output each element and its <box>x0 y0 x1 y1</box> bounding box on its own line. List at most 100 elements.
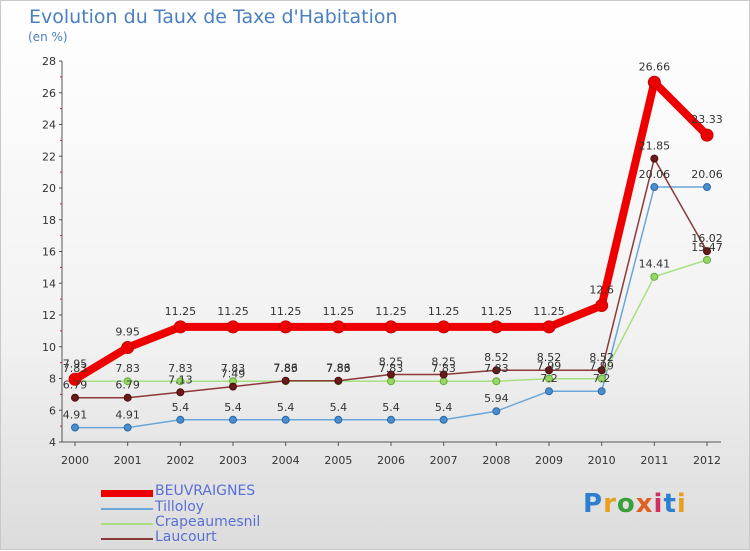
legend-swatch-laucourt <box>101 538 153 540</box>
data-point-tilloloy <box>123 423 132 432</box>
data-label-laucourt: 8.52 <box>537 351 562 364</box>
data-point-beuvraignes <box>489 320 503 334</box>
proxiti-logo: Proxiti <box>583 489 687 519</box>
data-point-beuvraignes <box>700 128 714 142</box>
data-point-crapeaumesnil <box>703 255 711 264</box>
y-tick-label: 22 <box>42 150 56 163</box>
data-label-tilloloy: 5.4 <box>382 401 400 414</box>
legend-label-laucourt: Laucourt <box>155 529 217 545</box>
data-point-crapeaumesnil <box>597 374 606 383</box>
data-point-laucourt <box>71 393 79 402</box>
logo-letter: i <box>676 489 687 519</box>
data-point-tilloloy <box>71 423 79 432</box>
x-tick-label: 2012 <box>693 454 721 467</box>
legend-label-crapeaumesnil: Crapeaumesnil <box>155 514 261 530</box>
y-tick-label: 26 <box>42 87 56 100</box>
data-point-laucourt <box>387 370 395 379</box>
data-label-laucourt: 8.52 <box>484 351 509 364</box>
legend-swatch-crapeaumesnil <box>101 523 153 525</box>
x-tick-label: 2009 <box>535 454 563 467</box>
data-label-laucourt: 8.25 <box>431 356 456 369</box>
data-label-beuvraignes: 23.33 <box>691 113 723 126</box>
data-label-crapeaumesnil: 7.83 <box>431 362 456 375</box>
legend-swatch-tilloloy <box>101 508 153 510</box>
data-point-crapeaumesnil <box>650 272 659 281</box>
data-label-crapeaumesnil: 7.83 <box>484 362 509 375</box>
data-point-beuvraignes <box>384 320 398 334</box>
y-tick-label: 18 <box>42 214 56 227</box>
data-label-crapeaumesnil: 14.41 <box>639 258 671 271</box>
data-point-beuvraignes <box>437 320 451 334</box>
data-point-beuvraignes <box>121 341 135 355</box>
legend-label-tilloloy: Tilloloy <box>155 499 205 515</box>
data-label-laucourt: 16.02 <box>691 232 723 245</box>
data-label-crapeaumesnil: 7.83 <box>168 362 193 375</box>
data-label-crapeaumesnil: 7.99 <box>589 360 614 373</box>
y-tick-label: 14 <box>42 277 56 290</box>
data-point-beuvraignes <box>542 320 556 334</box>
data-label-tilloloy: 5.4 <box>330 401 348 414</box>
logo-letter: o <box>616 489 636 519</box>
data-label-laucourt: 21.85 <box>639 140 671 153</box>
data-point-crapeaumesnil <box>545 374 553 383</box>
data-point-laucourt <box>650 154 659 163</box>
data-point-beuvraignes <box>331 320 345 334</box>
data-point-tilloloy <box>281 415 290 424</box>
data-point-tilloloy <box>176 415 185 424</box>
data-label-beuvraignes: 11.25 <box>375 305 407 318</box>
data-label-tilloloy: 5.4 <box>277 401 295 414</box>
data-label-tilloloy: 5.94 <box>484 392 509 405</box>
data-point-crapeaumesnil <box>123 377 132 386</box>
data-label-laucourt: 7.49 <box>221 368 246 381</box>
data-label-beuvraignes: 12.6 <box>589 283 614 296</box>
data-point-beuvraignes <box>279 320 293 334</box>
y-tick-label: 4 <box>49 436 56 449</box>
data-label-beuvraignes: 11.25 <box>428 305 460 318</box>
data-label-crapeaumesnil: 7.83 <box>273 362 298 375</box>
y-tick-label: 6 <box>49 404 56 417</box>
y-tick-label: 10 <box>42 341 56 354</box>
data-label-beuvraignes: 11.25 <box>165 305 197 318</box>
y-tick-label: 20 <box>42 182 56 195</box>
logo-letter: x <box>635 489 654 519</box>
data-point-beuvraignes <box>647 75 661 89</box>
data-label-tilloloy: 4.91 <box>63 409 88 422</box>
x-tick-label: 2011 <box>640 454 668 467</box>
data-label-crapeaumesnil: 7.83 <box>379 362 404 375</box>
data-label-beuvraignes: 9.95 <box>115 326 140 339</box>
data-point-tilloloy <box>545 387 553 396</box>
data-label-beuvraignes: 26.66 <box>639 60 671 73</box>
data-point-tilloloy <box>334 415 343 424</box>
data-point-laucourt <box>597 366 606 375</box>
data-label-beuvraignes: 11.25 <box>270 305 302 318</box>
data-label-crapeaumesnil: 7.99 <box>537 360 562 373</box>
data-point-tilloloy <box>387 415 395 424</box>
data-label-crapeaumesnil: 15.47 <box>691 241 723 254</box>
x-tick-label: 2003 <box>219 454 247 467</box>
logo-letter: P <box>583 489 604 519</box>
data-label-tilloloy: 4.91 <box>115 409 140 422</box>
data-label-tilloloy: 5.4 <box>172 401 190 414</box>
data-label-tilloloy: 5.4 <box>435 401 453 414</box>
data-label-crapeaumesnil: 7.83 <box>326 362 351 375</box>
chart-title: Evolution du Taux de Taxe d'Habitation <box>29 6 398 28</box>
data-point-beuvraignes <box>226 320 240 334</box>
x-tick-label: 2001 <box>114 454 142 467</box>
legend-swatch-beuvraignes <box>101 490 153 497</box>
data-label-laucourt: 7.86 <box>273 362 298 375</box>
x-tick-label: 2006 <box>377 454 405 467</box>
data-label-laucourt: 6.79 <box>63 379 88 392</box>
x-tick-label: 2005 <box>324 454 352 467</box>
y-tick-label: 16 <box>42 246 56 259</box>
data-point-laucourt <box>281 376 290 385</box>
data-point-tilloloy <box>650 183 659 192</box>
logo-letter: t <box>663 489 677 519</box>
data-point-tilloloy <box>492 407 501 416</box>
y-tick-label: 12 <box>42 309 56 322</box>
data-point-beuvraignes <box>595 298 609 312</box>
data-label-beuvraignes: 11.25 <box>217 305 249 318</box>
x-tick-label: 2008 <box>482 454 510 467</box>
chart-subtitle: (en %) <box>28 30 68 44</box>
legend-label-beuvraignes: BEUVRAIGNES <box>155 483 256 499</box>
data-label-tilloloy: 20.06 <box>639 168 671 181</box>
